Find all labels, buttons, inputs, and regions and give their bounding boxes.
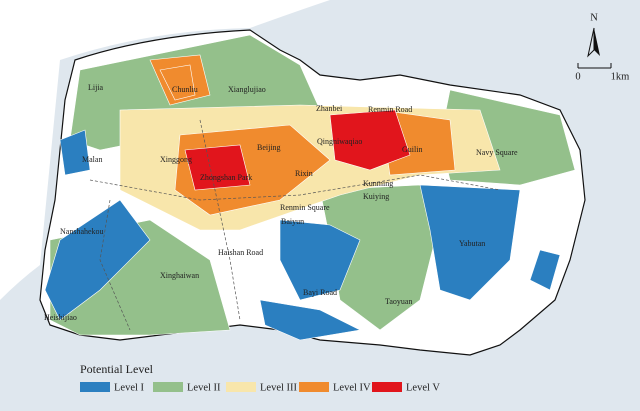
place-label: Heishijiao: [44, 313, 77, 322]
scale-label: 1km: [611, 71, 630, 82]
place-label: Malan: [82, 155, 102, 164]
zone: [159, 64, 196, 101]
place-label: Bayi Road: [303, 288, 337, 297]
arrow-half: [594, 28, 600, 56]
legend-swatch: [226, 382, 256, 392]
place-label: Kunming: [363, 179, 393, 188]
place-label: Xinghaiwan: [160, 271, 199, 280]
place-label: Zhongshan Park: [200, 173, 252, 182]
north-arrow: N: [587, 12, 600, 58]
legend: Level I Level II Level III Level IV Level V: [80, 382, 440, 393]
place-label: Nanshahekou: [60, 227, 104, 236]
place-label: Yabutan: [459, 239, 485, 248]
legend-label: Level II: [187, 382, 221, 393]
place-label: Renmin Square: [280, 203, 330, 212]
zone: [419, 184, 521, 301]
place-label: Chunliu: [172, 85, 198, 94]
legend-swatch: [80, 382, 110, 392]
place-label: Baiyun: [281, 217, 304, 226]
place-label: Xianglujiao: [228, 85, 266, 94]
legend-label: Level III: [260, 382, 298, 393]
legend-swatch: [153, 382, 183, 392]
arrow-half: [587, 27, 595, 58]
place-label: Zhanbei: [316, 104, 343, 113]
district-line: [99, 199, 131, 331]
place-label: Kuiying: [363, 192, 389, 201]
place-label: Haishan Road: [218, 248, 263, 257]
place-label: Taoyuan: [385, 297, 412, 306]
place-labels: Lijia Chunliu Xianglujiao Zhanbei Renmin…: [44, 83, 518, 322]
zone: [329, 109, 411, 171]
legend-title: Potential Level: [80, 362, 154, 376]
zone: [279, 219, 361, 301]
district-line: [89, 174, 501, 201]
district-line: [199, 119, 241, 321]
place-label: Lijia: [88, 83, 104, 92]
zone: [259, 299, 361, 341]
legend-label: Level IV: [333, 382, 371, 393]
place-label: Xinggong: [160, 155, 192, 164]
place-label: Navy Square: [476, 148, 518, 157]
place-label: Rixin: [295, 169, 313, 178]
scale-bar: 0 1km: [575, 63, 629, 82]
legend-swatch: [372, 382, 402, 392]
north-label: N: [590, 12, 598, 23]
place-label: Qingniwaqiao: [317, 137, 362, 146]
zone: [184, 144, 251, 191]
place-label: Beijing: [257, 143, 281, 152]
zone: [59, 129, 91, 176]
zone: [529, 249, 561, 291]
scale-label: 0: [575, 71, 580, 82]
zones: [44, 34, 576, 341]
legend-swatch: [299, 382, 329, 392]
place-label: Guilin: [402, 145, 422, 154]
place-label: Renmin Road: [368, 105, 412, 114]
legend-label: Level V: [406, 382, 440, 393]
legend-label: Level I: [114, 382, 145, 393]
zone: [44, 199, 151, 321]
